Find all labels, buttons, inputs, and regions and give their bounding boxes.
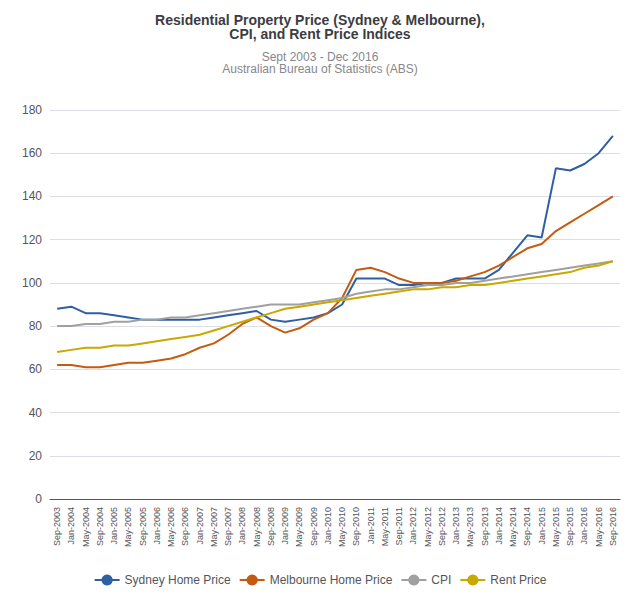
svg-text:160: 160 [22, 146, 42, 160]
svg-text:Sep-2006: Sep-2006 [180, 507, 190, 546]
svg-text:120: 120 [22, 233, 42, 247]
svg-text:May-2014: May-2014 [508, 507, 518, 547]
svg-text:Sep-2013: Sep-2013 [480, 507, 490, 546]
svg-text:Sep-2008: Sep-2008 [266, 507, 276, 546]
svg-text:Residential Property Price (Sy: Residential Property Price (Sydney & Mel… [155, 12, 485, 28]
svg-text:May-2005: May-2005 [123, 507, 133, 547]
svg-text:Sep-2015: Sep-2015 [565, 507, 575, 546]
svg-text:Jan-2016: Jan-2016 [579, 507, 589, 545]
svg-text:Jan-2015: Jan-2015 [537, 507, 547, 545]
svg-text:May-2012: May-2012 [423, 507, 433, 547]
svg-text:Jan-2006: Jan-2006 [152, 507, 162, 545]
svg-text:Jan-2014: Jan-2014 [494, 507, 504, 545]
svg-text:80: 80 [29, 319, 43, 333]
svg-text:May-2008: May-2008 [252, 507, 262, 547]
svg-text:Jan-2011: Jan-2011 [366, 507, 376, 544]
svg-text:CPI: CPI [431, 573, 451, 587]
svg-text:Sep-2009: Sep-2009 [309, 507, 319, 546]
svg-text:Sep-2005: Sep-2005 [138, 507, 148, 546]
svg-text:Sydney Home Price: Sydney Home Price [125, 573, 231, 587]
svg-text:Jan-2007: Jan-2007 [195, 507, 205, 545]
svg-text:May-2006: May-2006 [166, 507, 176, 547]
svg-text:60: 60 [29, 362, 43, 376]
svg-text:Melbourne Home Price: Melbourne Home Price [270, 573, 393, 587]
svg-text:40: 40 [29, 406, 43, 420]
svg-text:Jan-2013: Jan-2013 [451, 507, 461, 545]
svg-text:CPI, and Rent Price Indices: CPI, and Rent Price Indices [229, 26, 410, 42]
svg-text:May-2013: May-2013 [465, 507, 475, 547]
svg-text:Rent Price: Rent Price [490, 573, 546, 587]
svg-text:20: 20 [29, 449, 43, 463]
svg-text:May-2016: May-2016 [594, 507, 604, 547]
svg-text:Sep-2014: Sep-2014 [522, 507, 532, 546]
svg-text:May-2015: May-2015 [551, 507, 561, 547]
svg-text:Sep-2012: Sep-2012 [437, 507, 447, 546]
svg-text:Sep-2011: Sep-2011 [394, 507, 404, 545]
svg-text:May-2011: May-2011 [380, 507, 390, 546]
svg-text:Sep-2010: Sep-2010 [351, 507, 361, 546]
svg-text:Jan-2009: Jan-2009 [280, 507, 290, 545]
svg-text:Jan-2010: Jan-2010 [323, 507, 333, 545]
svg-text:Jan-2005: Jan-2005 [109, 507, 119, 545]
svg-text:Jan-2004: Jan-2004 [66, 507, 76, 545]
svg-text:May-2010: May-2010 [337, 507, 347, 547]
svg-text:Sep-2016: Sep-2016 [608, 507, 618, 546]
svg-text:0: 0 [35, 492, 42, 506]
svg-text:May-2009: May-2009 [294, 507, 304, 547]
svg-text:Sept 2003 - Dec 2016: Sept 2003 - Dec 2016 [261, 50, 379, 64]
svg-text:Australian Bureau of Statistic: Australian Bureau of Statistics (ABS) [222, 62, 417, 76]
svg-text:Sep-2007: Sep-2007 [223, 507, 233, 546]
svg-text:Jan-2008: Jan-2008 [237, 507, 247, 545]
svg-text:Sep-2003: Sep-2003 [52, 507, 62, 546]
svg-text:May-2007: May-2007 [209, 507, 219, 547]
svg-text:180: 180 [22, 103, 42, 117]
svg-text:100: 100 [22, 276, 42, 290]
svg-text:Jan-2012: Jan-2012 [408, 507, 418, 545]
svg-text:Sep-2004: Sep-2004 [95, 507, 105, 546]
svg-text:May-2004: May-2004 [81, 507, 91, 547]
svg-text:140: 140 [22, 189, 42, 203]
